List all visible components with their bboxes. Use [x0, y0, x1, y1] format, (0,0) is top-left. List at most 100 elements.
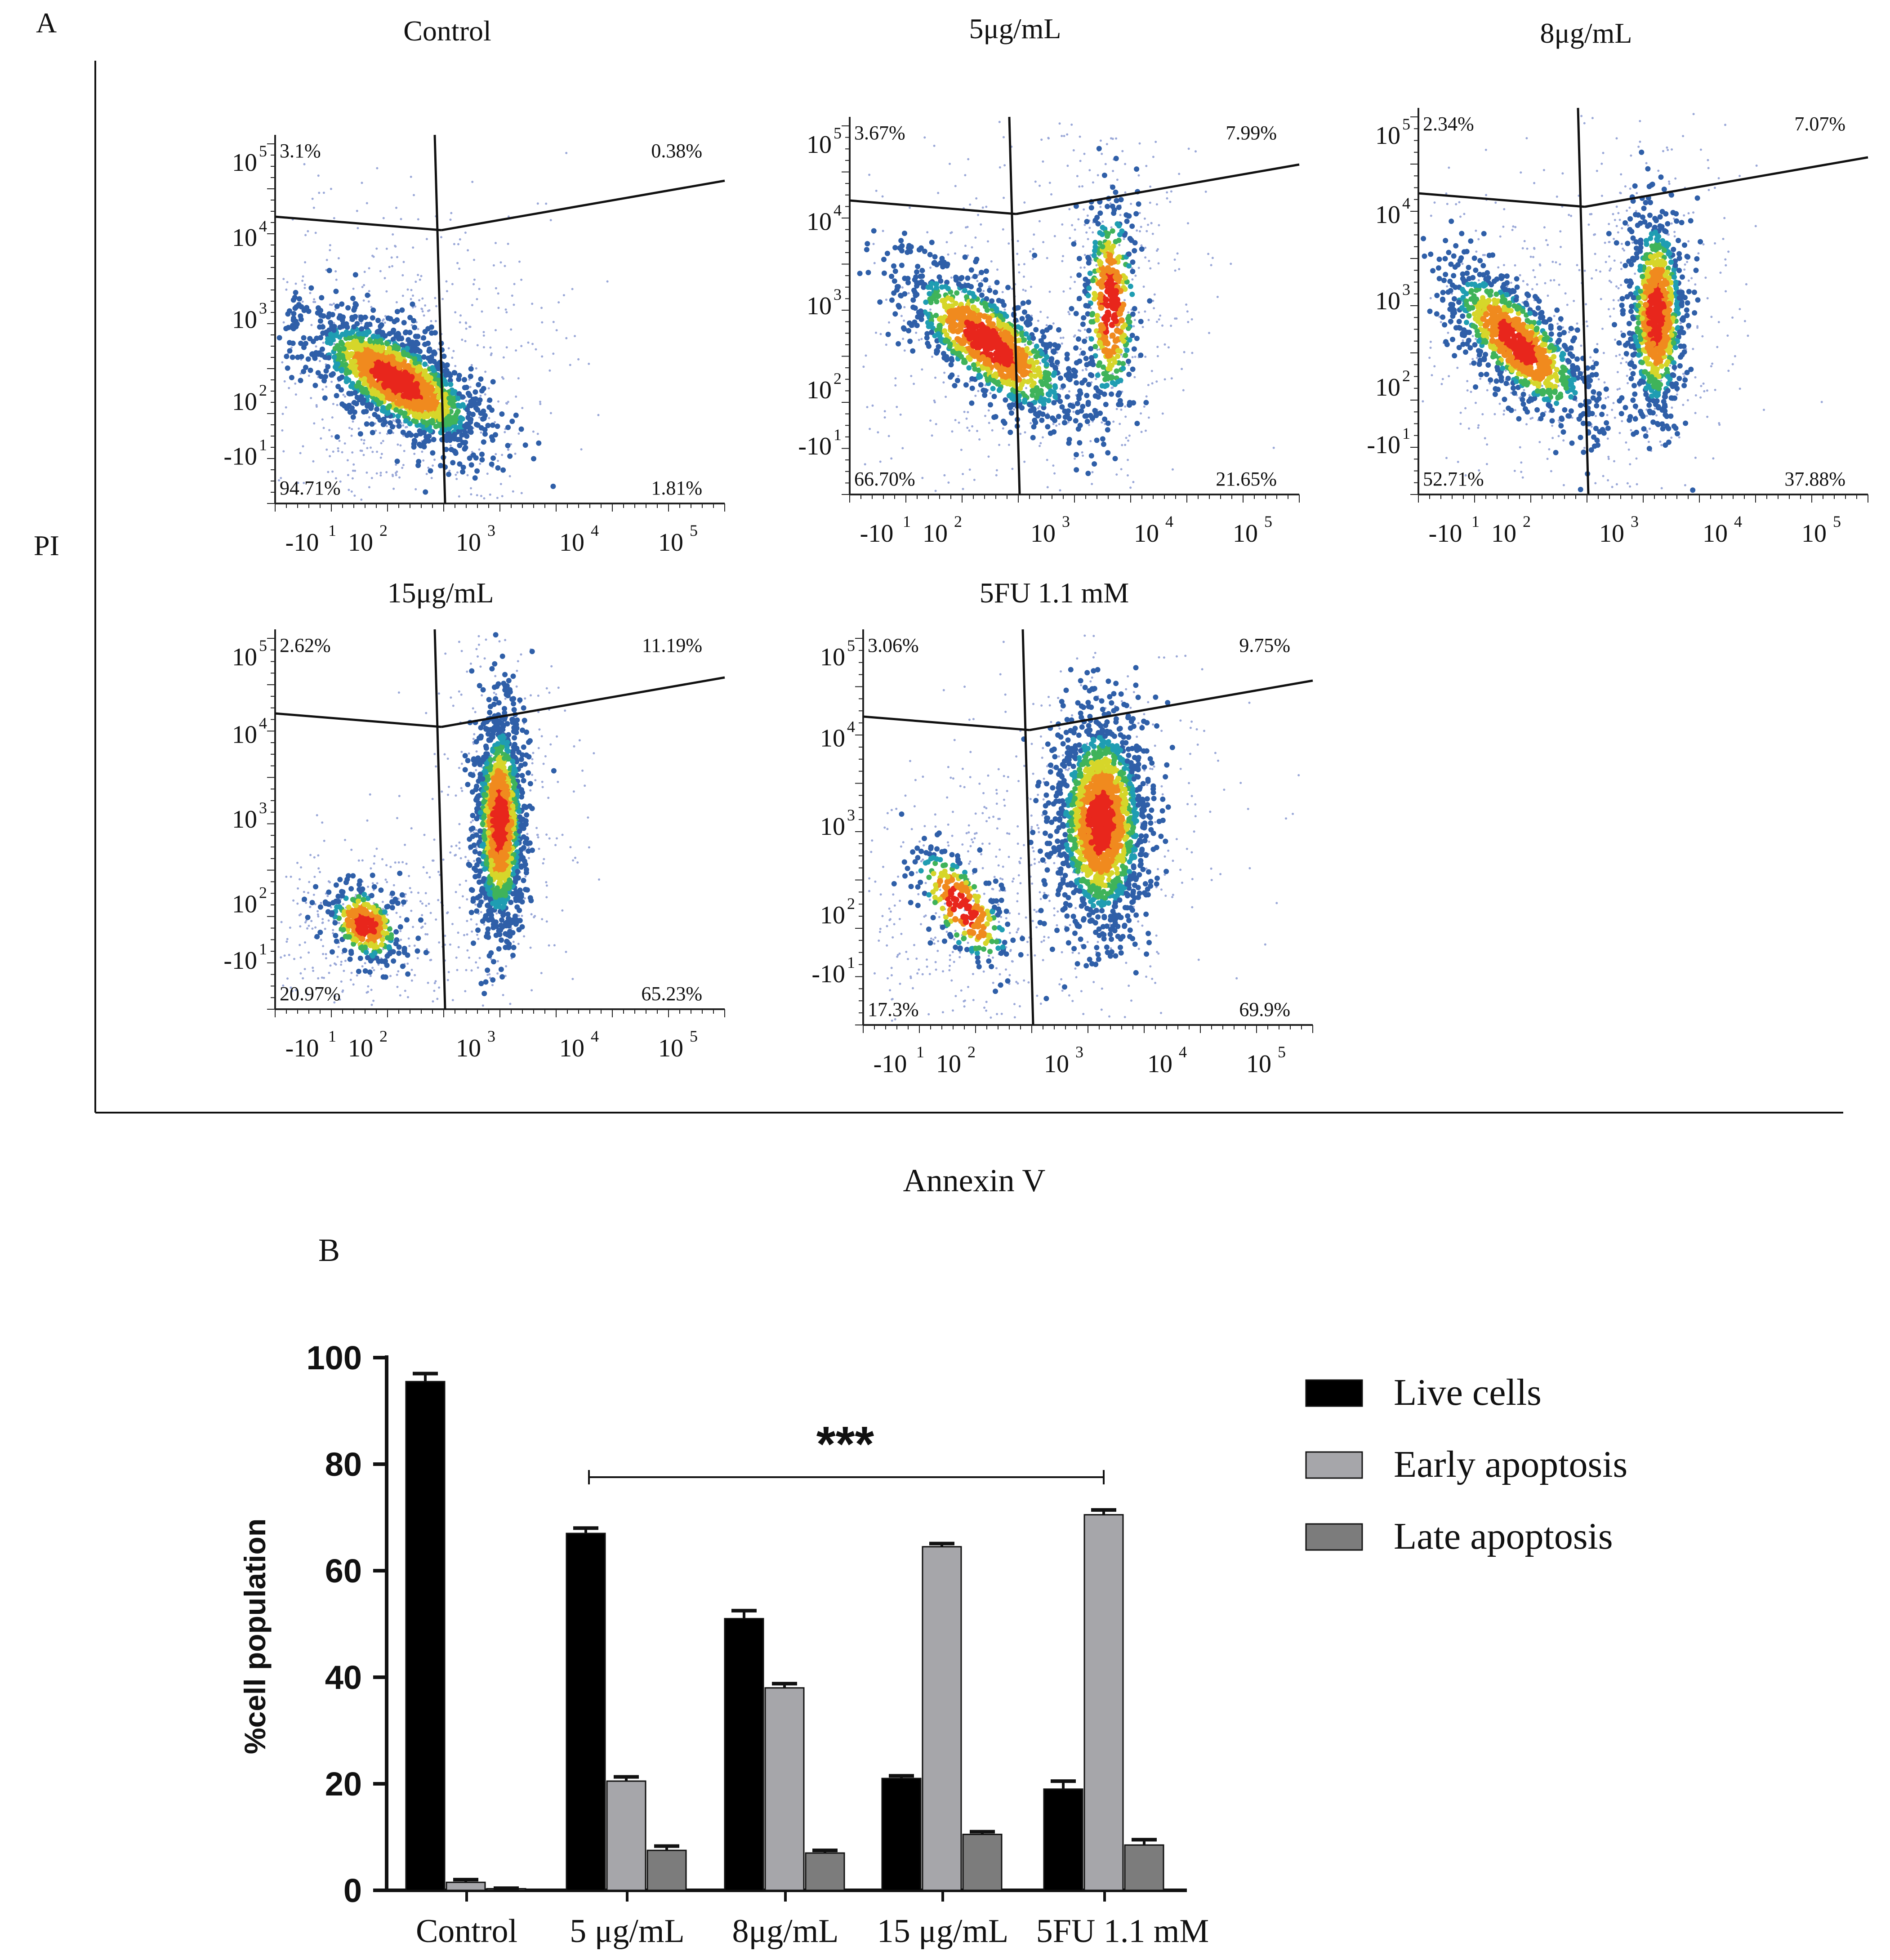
- flow-event-dot: [1555, 261, 1557, 264]
- flow-event-dot: [910, 304, 916, 310]
- flow-event-dot: [1076, 175, 1079, 178]
- flow-event-dot: [368, 405, 374, 411]
- flow-event-dot: [969, 376, 975, 382]
- flow-event-dot: [1112, 359, 1118, 365]
- flow-event-dot: [979, 270, 984, 276]
- flow-event-dot: [446, 395, 452, 401]
- flow-event-dot: [352, 463, 355, 466]
- flow-event-dot: [891, 263, 896, 269]
- flow-event-dot: [342, 393, 345, 396]
- flow-event-dot: [379, 408, 385, 414]
- flow-event-dot: [982, 290, 985, 292]
- flow-event-dot: [885, 343, 887, 346]
- flow-event-dot: [371, 254, 374, 257]
- flow-event-dot: [1034, 385, 1040, 391]
- flow-event-dot: [1612, 402, 1615, 405]
- flow-event-dot: [501, 376, 504, 379]
- flow-event-dot: [414, 339, 419, 345]
- flow-event-dot: [1727, 370, 1730, 372]
- flow-event-dot: [1101, 220, 1104, 223]
- flow-event-dot: [1082, 454, 1084, 457]
- flow-event-dot: [370, 446, 372, 449]
- flow-event-dot: [984, 327, 990, 334]
- flow-event-dot: [288, 387, 290, 389]
- flow-event-dot: [996, 322, 1002, 328]
- flow-event-dot: [298, 316, 304, 322]
- flow-event-dot: [322, 395, 328, 401]
- flow-event-dot: [1723, 217, 1726, 219]
- flow-event-dot: [1077, 423, 1083, 428]
- flow-event-dot: [1629, 368, 1631, 371]
- flow-event-dot: [1056, 414, 1061, 419]
- flow-event-dot: [1155, 380, 1158, 383]
- flow-event-dot: [464, 340, 467, 343]
- flow-event-dot: [1089, 440, 1092, 442]
- flow-event-dot: [550, 483, 556, 489]
- flow-event-dot: [1121, 333, 1127, 339]
- flow-event-dot: [1069, 306, 1074, 312]
- flow-event-dot: [936, 324, 942, 330]
- flow-event-dot: [1095, 372, 1101, 378]
- flow-event-dot: [1129, 291, 1135, 297]
- flow-event-dot: [945, 396, 947, 398]
- flow-event-dot: [1082, 377, 1088, 383]
- flow-event-dot: [1150, 370, 1153, 372]
- flow-event-dot: [865, 354, 867, 357]
- flow-event-dot: [358, 371, 365, 378]
- flow-event-dot: [981, 313, 988, 320]
- flow-event-dot: [1471, 358, 1474, 361]
- flow-event-dot: [1475, 338, 1477, 340]
- flow-event-dot: [1686, 261, 1689, 263]
- flow-event-dot: [501, 454, 504, 456]
- flow-event-dot: [368, 267, 370, 270]
- flow-event-dot: [510, 443, 513, 445]
- flow-event-dot: [507, 243, 509, 245]
- flow-event-dot: [919, 267, 925, 273]
- flow-event-dot: [421, 354, 427, 360]
- flow-event-dot: [1589, 356, 1592, 359]
- flow-event-dot: [1130, 259, 1136, 265]
- flow-event-dot: [902, 291, 908, 297]
- flow-event-dot: [1017, 263, 1020, 266]
- flow-event-dot: [400, 429, 406, 435]
- flow-event-dot: [1573, 300, 1575, 302]
- flow-event-dot: [1151, 232, 1154, 235]
- flow-event-dot: [892, 278, 897, 284]
- flow-event-dot: [988, 402, 993, 408]
- flow-event-dot: [345, 355, 351, 361]
- flow-event-dot: [450, 460, 456, 466]
- flow-event-dot: [320, 324, 325, 330]
- flow-event-dot: [980, 354, 986, 361]
- flow-event-dot: [1161, 324, 1163, 327]
- flow-event-dot: [879, 333, 882, 335]
- flow-event-dot: [366, 377, 373, 384]
- flow-event-dot: [1607, 455, 1610, 458]
- flow-event-dot: [978, 382, 984, 388]
- flow-event-dot: [460, 464, 466, 470]
- flow-event-dot: [1141, 326, 1144, 328]
- flow-event-dot: [1686, 399, 1689, 401]
- flow-event-dot: [1130, 366, 1136, 372]
- flow-event-dot: [463, 440, 468, 445]
- flow-event-dot: [987, 455, 990, 458]
- flow-event-dot: [898, 238, 904, 244]
- flow-event-dot: [962, 254, 968, 260]
- flow-event-dot: [961, 359, 967, 365]
- flow-event-dot: [363, 284, 366, 286]
- flow-event-dot: [1023, 263, 1025, 266]
- flow-event-dot: [479, 388, 485, 394]
- flow-event-dot: [303, 481, 305, 484]
- flow-event-dot: [1612, 213, 1614, 215]
- flow-event-dot: [357, 227, 359, 229]
- flow-event-dot: [1125, 437, 1128, 439]
- flow-event-dot: [885, 331, 891, 337]
- flow-event-dot: [449, 444, 452, 447]
- flow-event-dot: [1468, 427, 1470, 430]
- flow-event-dot: [382, 440, 384, 442]
- flow-event-dot: [1694, 283, 1697, 286]
- flow-event-dot: [289, 374, 294, 380]
- flow-event-dot: [1044, 414, 1050, 419]
- flow-event-dot: [1118, 244, 1121, 246]
- flow-event-dot: [1088, 346, 1094, 352]
- flow-event-dot: [486, 472, 489, 475]
